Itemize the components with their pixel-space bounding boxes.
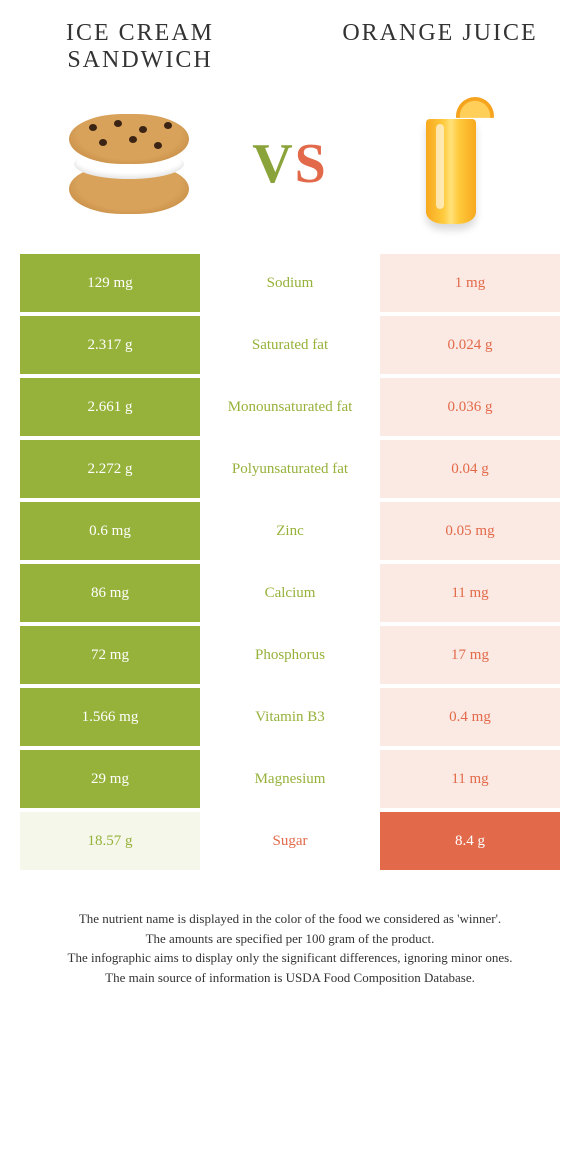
table-row: 18.57 gSugar8.4 g xyxy=(20,812,560,870)
title-left: ICE CREAM SANDWICH xyxy=(40,20,240,74)
nutrient-right-value: 11 mg xyxy=(380,750,560,808)
nutrient-right-value: 0.024 g xyxy=(380,316,560,374)
footer-notes: The nutrient name is displayed in the co… xyxy=(0,874,580,1027)
nutrient-left-value: 72 mg xyxy=(20,626,200,684)
nutrient-left-value: 2.661 g xyxy=(20,378,200,436)
nutrient-name: Magnesium xyxy=(200,750,380,808)
vs-s: S xyxy=(295,133,328,195)
nutrient-name: Polyunsaturated fat xyxy=(200,440,380,498)
nutrient-left-value: 1.566 mg xyxy=(20,688,200,746)
footer-line: The main source of information is USDA F… xyxy=(30,968,550,988)
nutrient-right-value: 1 mg xyxy=(380,254,560,312)
nutrient-name: Calcium xyxy=(200,564,380,622)
table-row: 29 mgMagnesium11 mg xyxy=(20,750,560,808)
nutrient-name: Vitamin B3 xyxy=(200,688,380,746)
nutrient-left-value: 0.6 mg xyxy=(20,502,200,560)
nutrient-left-value: 86 mg xyxy=(20,564,200,622)
table-row: 2.272 gPolyunsaturated fat0.04 g xyxy=(20,440,560,498)
nutrient-right-value: 11 mg xyxy=(380,564,560,622)
nutrient-left-value: 2.272 g xyxy=(20,440,200,498)
nutrient-left-value: 129 mg xyxy=(20,254,200,312)
nutrient-right-value: 0.04 g xyxy=(380,440,560,498)
nutrient-right-value: 0.05 mg xyxy=(380,502,560,560)
nutrient-table: 129 mgSodium1 mg2.317 gSaturated fat0.02… xyxy=(20,254,560,870)
nutrient-name: Monounsaturated fat xyxy=(200,378,380,436)
nutrient-left-value: 18.57 g xyxy=(20,812,200,870)
nutrient-name: Phosphorus xyxy=(200,626,380,684)
nutrient-left-value: 29 mg xyxy=(20,750,200,808)
orange-juice-icon xyxy=(376,104,526,224)
table-row: 72 mgPhosphorus17 mg xyxy=(20,626,560,684)
nutrient-name: Sodium xyxy=(200,254,380,312)
footer-line: The amounts are specified per 100 gram o… xyxy=(30,929,550,949)
nutrient-name: Sugar xyxy=(200,812,380,870)
table-row: 2.661 gMonounsaturated fat0.036 g xyxy=(20,378,560,436)
nutrient-name: Zinc xyxy=(200,502,380,560)
ice-cream-sandwich-icon xyxy=(54,104,204,224)
nutrient-left-value: 2.317 g xyxy=(20,316,200,374)
table-row: 129 mgSodium1 mg xyxy=(20,254,560,312)
images-row: VS xyxy=(0,84,580,254)
nutrient-right-value: 0.4 mg xyxy=(380,688,560,746)
nutrient-name: Saturated fat xyxy=(200,316,380,374)
footer-line: The nutrient name is displayed in the co… xyxy=(30,909,550,929)
nutrient-right-value: 0.036 g xyxy=(380,378,560,436)
table-row: 86 mgCalcium11 mg xyxy=(20,564,560,622)
vs-v: V xyxy=(252,133,294,195)
table-row: 0.6 mgZinc0.05 mg xyxy=(20,502,560,560)
title-right: ORANGE JUICE xyxy=(340,20,540,74)
nutrient-right-value: 17 mg xyxy=(380,626,560,684)
header-row: ICE CREAM SANDWICH ORANGE JUICE xyxy=(0,0,580,84)
vs-label: VS xyxy=(252,132,328,196)
table-row: 1.566 mgVitamin B30.4 mg xyxy=(20,688,560,746)
footer-line: The infographic aims to display only the… xyxy=(30,948,550,968)
table-row: 2.317 gSaturated fat0.024 g xyxy=(20,316,560,374)
nutrient-right-value: 8.4 g xyxy=(380,812,560,870)
